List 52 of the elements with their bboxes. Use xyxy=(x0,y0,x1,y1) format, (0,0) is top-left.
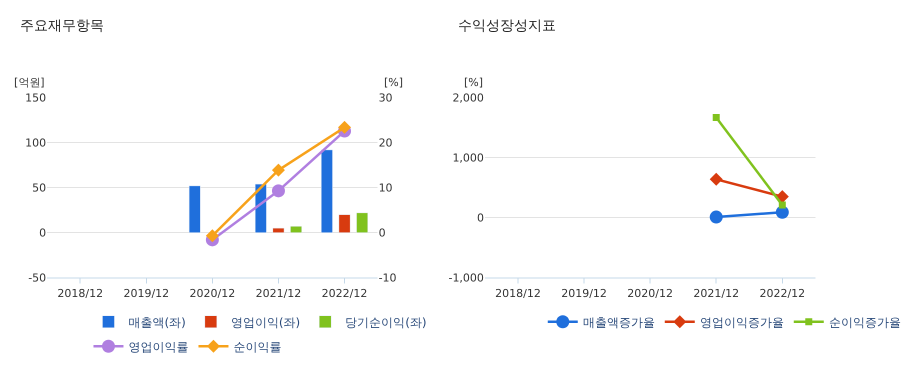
y-axis-title: [%] xyxy=(464,76,484,89)
y-tick-label: 0 xyxy=(476,212,484,224)
legend-label: 당기순이익(좌) xyxy=(345,315,427,330)
y-tick-label: 2,000 xyxy=(452,92,484,105)
point xyxy=(272,184,285,198)
legend-label: 영업이익증가율 xyxy=(700,315,784,330)
x-tick-label: 2022/12 xyxy=(322,286,368,300)
bar xyxy=(356,212,368,233)
legend-label: 영업이익(좌) xyxy=(230,315,300,330)
y2-axis-title: [%] xyxy=(384,76,404,89)
chart-title: 주요재무항목 xyxy=(20,18,104,34)
x-tick-label: 2020/12 xyxy=(627,286,673,300)
y-tick-label: -50 xyxy=(28,271,46,284)
legend-label: 매출액증가율 xyxy=(582,315,655,330)
point xyxy=(710,172,723,186)
legend-label: 매출액(좌) xyxy=(128,315,186,330)
bar xyxy=(290,226,302,233)
bar xyxy=(188,186,201,233)
point xyxy=(778,202,786,209)
y2-tick-label: 20 xyxy=(378,136,393,150)
x-tick-label: 2022/12 xyxy=(759,286,806,300)
bar xyxy=(272,228,284,233)
point xyxy=(206,229,219,242)
legend-label: 순이익증가율 xyxy=(828,315,901,330)
y2-tick-label: 30 xyxy=(378,92,393,105)
y-tick-label: 50 xyxy=(32,182,46,195)
y-tick-label: 1,000 xyxy=(452,152,484,165)
y-tick-label: 0 xyxy=(39,226,46,240)
y-tick-label: -1,000 xyxy=(448,271,484,284)
bar xyxy=(338,214,350,233)
x-tick-label: 2019/12 xyxy=(123,286,170,300)
point xyxy=(712,114,720,122)
x-tick-label: 2021/12 xyxy=(256,286,302,300)
y2-tick-label: 0 xyxy=(378,226,386,240)
y-tick-label: 100 xyxy=(25,136,46,150)
point xyxy=(710,210,723,224)
x-tick-label: 2018/12 xyxy=(57,286,104,300)
legend-label: 영업이익률 xyxy=(128,340,188,354)
x-tick-label: 2021/12 xyxy=(693,286,740,300)
chart-title: 수익성장성지표 xyxy=(458,18,556,34)
y2-tick-label: 10 xyxy=(378,182,393,195)
point xyxy=(338,120,352,134)
bar xyxy=(321,150,333,233)
point xyxy=(272,164,285,177)
x-tick-label: 2019/12 xyxy=(561,286,607,300)
x-tick-label: 2020/12 xyxy=(190,286,236,300)
point xyxy=(776,190,789,204)
x-tick-label: 2018/12 xyxy=(495,286,541,300)
legend-label: 순이익률 xyxy=(233,340,282,354)
y-tick-label: 150 xyxy=(25,92,46,105)
y-axis-title: [억원] xyxy=(14,76,45,89)
y2-tick-label: -10 xyxy=(378,271,397,284)
